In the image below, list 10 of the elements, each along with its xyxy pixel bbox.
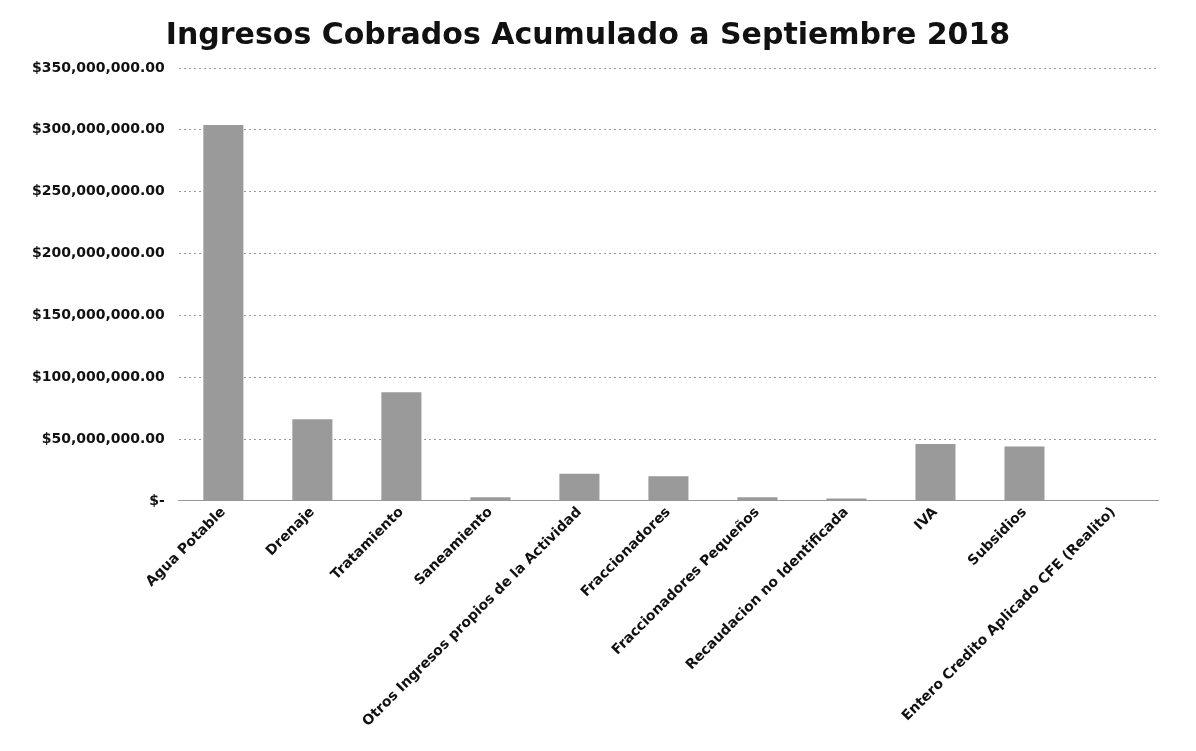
y-tick-label: $150,000,000.00: [31, 306, 166, 323]
y-tick-label: $350,000,000.00: [31, 58, 166, 75]
x-tick-label: IVA: [910, 503, 941, 533]
y-tick-label: $250,000,000.00: [31, 182, 166, 199]
y-tick-label: $100,000,000.00: [31, 367, 166, 384]
y-tick-label: $-: [149, 491, 166, 508]
y-tick-label: $300,000,000.00: [31, 120, 166, 137]
y-tick-label: $200,000,000.00: [31, 244, 166, 261]
chart-title: Ingresos Cobrados Acumulado a Septiembre 2018: [165, 15, 1011, 51]
y-tick-label: $50,000,000.00: [41, 429, 166, 446]
